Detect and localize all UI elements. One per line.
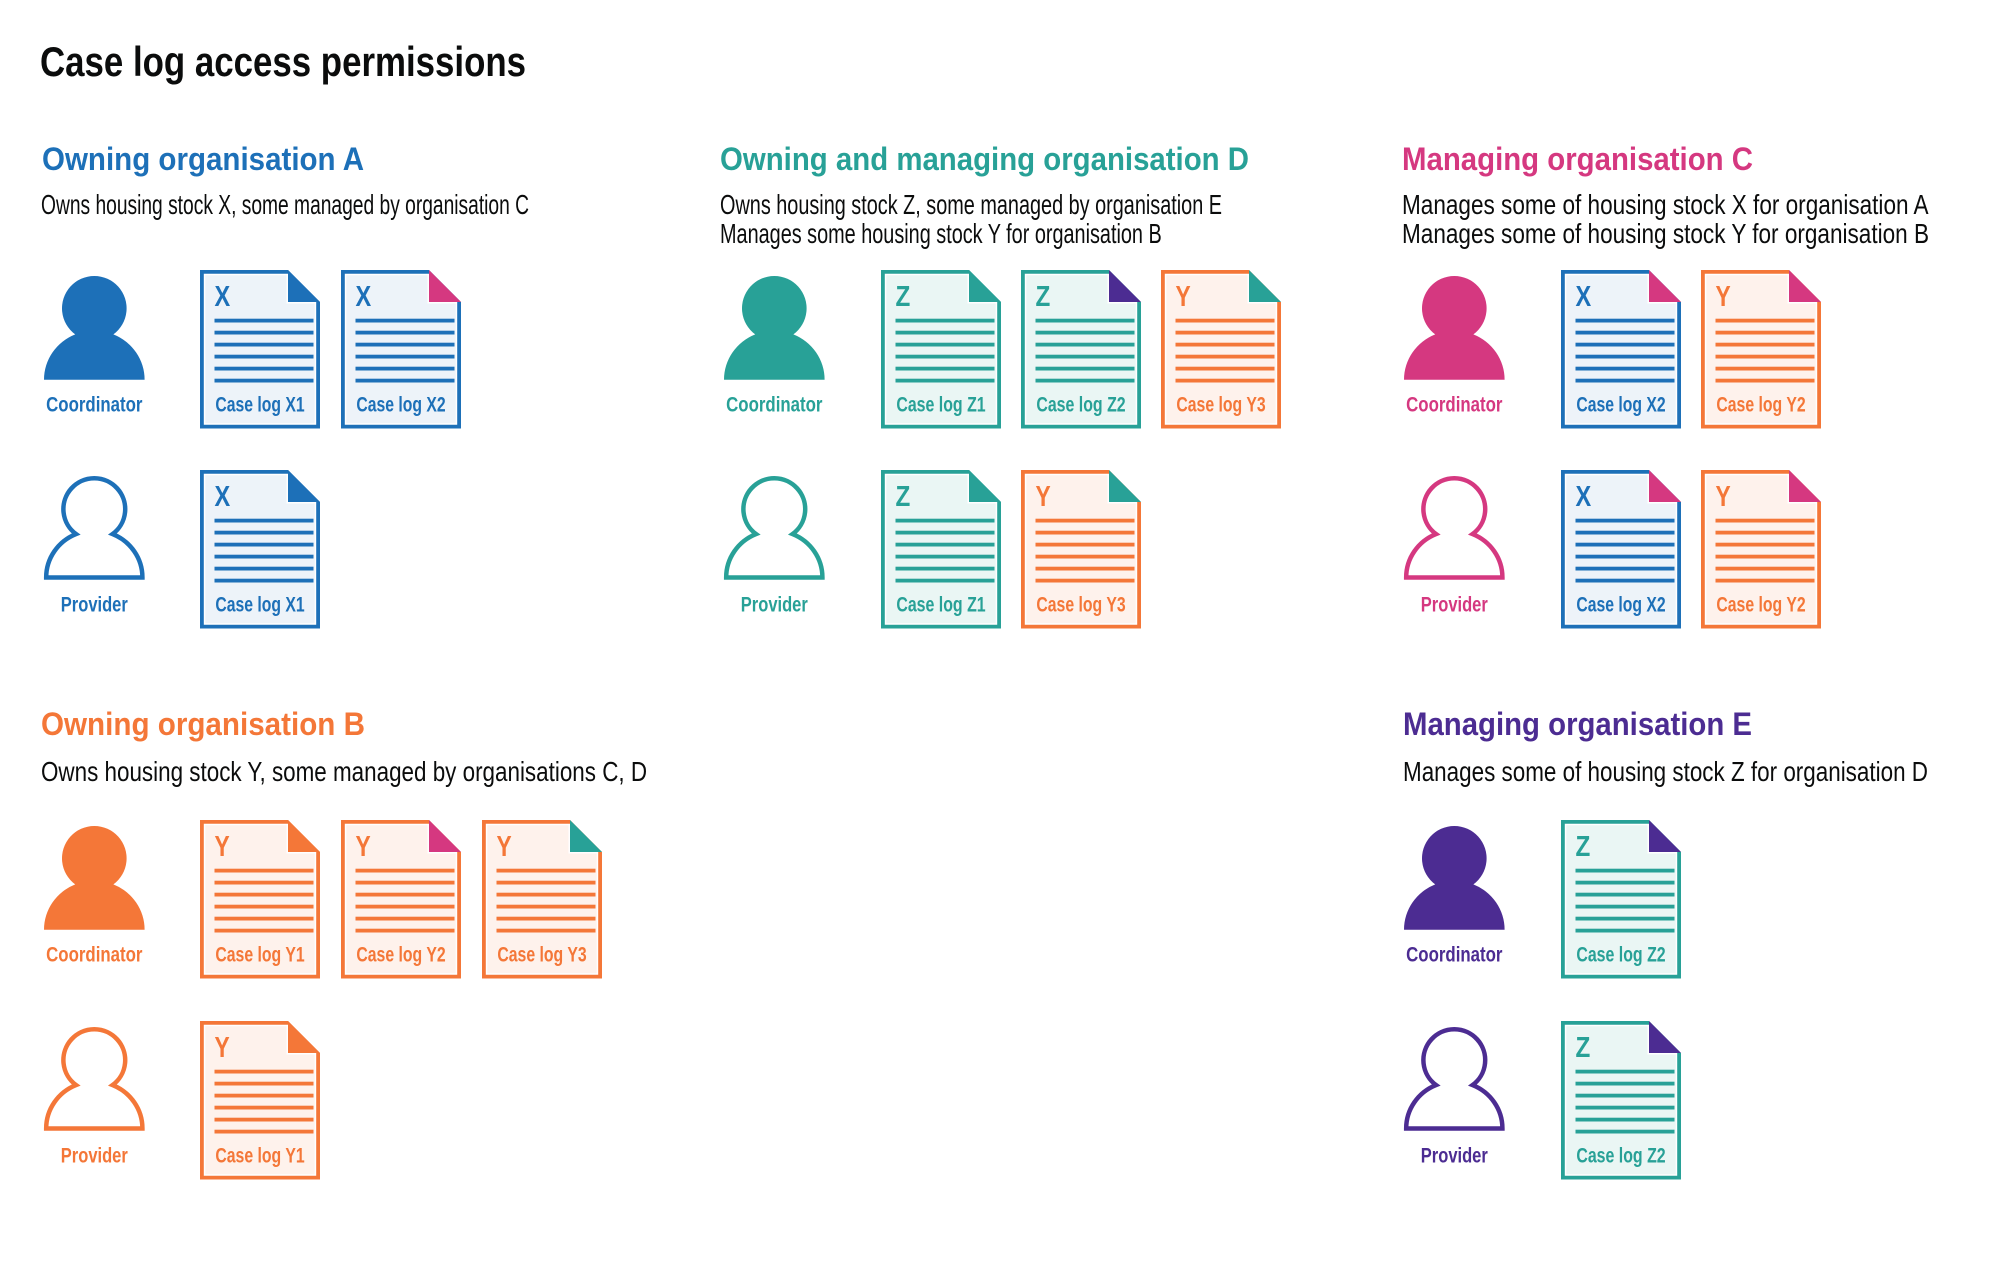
svg-text:Case log X1: Case log X1 xyxy=(215,594,305,617)
svg-text:Case log Z1: Case log Z1 xyxy=(896,594,986,617)
svg-text:Case log Z2: Case log Z2 xyxy=(1576,944,1665,967)
svg-text:Case log Y2: Case log Y2 xyxy=(356,944,445,967)
svg-text:Provider: Provider xyxy=(61,594,128,617)
svg-text:Provider: Provider xyxy=(1421,594,1488,617)
svg-text:Coordinator: Coordinator xyxy=(726,393,822,416)
svg-text:Y: Y xyxy=(1716,481,1731,513)
svg-text:Y: Y xyxy=(356,831,371,863)
svg-text:X: X xyxy=(215,280,231,312)
svg-text:X: X xyxy=(1575,481,1591,513)
svg-text:Provider: Provider xyxy=(740,594,807,617)
svg-text:Z: Z xyxy=(896,481,911,513)
svg-text:Case log Y3: Case log Y3 xyxy=(1036,594,1125,617)
svg-text:X: X xyxy=(215,481,231,513)
svg-text:Case log X1: Case log X1 xyxy=(215,393,305,416)
svg-text:Case log X2: Case log X2 xyxy=(1576,393,1665,416)
svg-text:Provider: Provider xyxy=(61,1144,128,1167)
svg-text:Case log Y1: Case log Y1 xyxy=(215,944,305,967)
svg-text:Case log Z1: Case log Z1 xyxy=(896,393,986,416)
svg-text:Y: Y xyxy=(1716,280,1731,312)
svg-text:Z: Z xyxy=(896,280,911,312)
svg-text:Case log Y2: Case log Y2 xyxy=(1716,393,1805,416)
svg-text:Case log Y3: Case log Y3 xyxy=(1176,393,1265,416)
svg-text:Coordinator: Coordinator xyxy=(46,393,142,416)
svg-text:Y: Y xyxy=(1176,280,1191,312)
svg-text:Case log Y1: Case log Y1 xyxy=(215,1144,305,1167)
svg-text:Provider: Provider xyxy=(1421,1144,1488,1167)
svg-text:X: X xyxy=(356,280,372,312)
svg-text:Case log Y3: Case log Y3 xyxy=(497,944,586,967)
svg-text:Y: Y xyxy=(497,831,512,863)
svg-text:Coordinator: Coordinator xyxy=(1406,944,1502,967)
svg-text:Case log X2: Case log X2 xyxy=(356,393,445,416)
svg-text:Z: Z xyxy=(1575,1031,1590,1063)
svg-text:Y: Y xyxy=(215,1031,230,1063)
svg-text:Case log Y2: Case log Y2 xyxy=(1716,594,1805,617)
svg-text:Case log Z2: Case log Z2 xyxy=(1576,1144,1665,1167)
svg-text:Coordinator: Coordinator xyxy=(46,944,142,967)
svg-text:Z: Z xyxy=(1036,280,1051,312)
svg-text:Case log X2: Case log X2 xyxy=(1576,594,1665,617)
svg-text:X: X xyxy=(1575,280,1591,312)
svg-text:Y: Y xyxy=(1036,481,1051,513)
svg-text:Coordinator: Coordinator xyxy=(1406,393,1502,416)
svg-text:Y: Y xyxy=(215,831,230,863)
svg-text:Case log Z2: Case log Z2 xyxy=(1036,393,1125,416)
svg-text:Z: Z xyxy=(1575,831,1590,863)
